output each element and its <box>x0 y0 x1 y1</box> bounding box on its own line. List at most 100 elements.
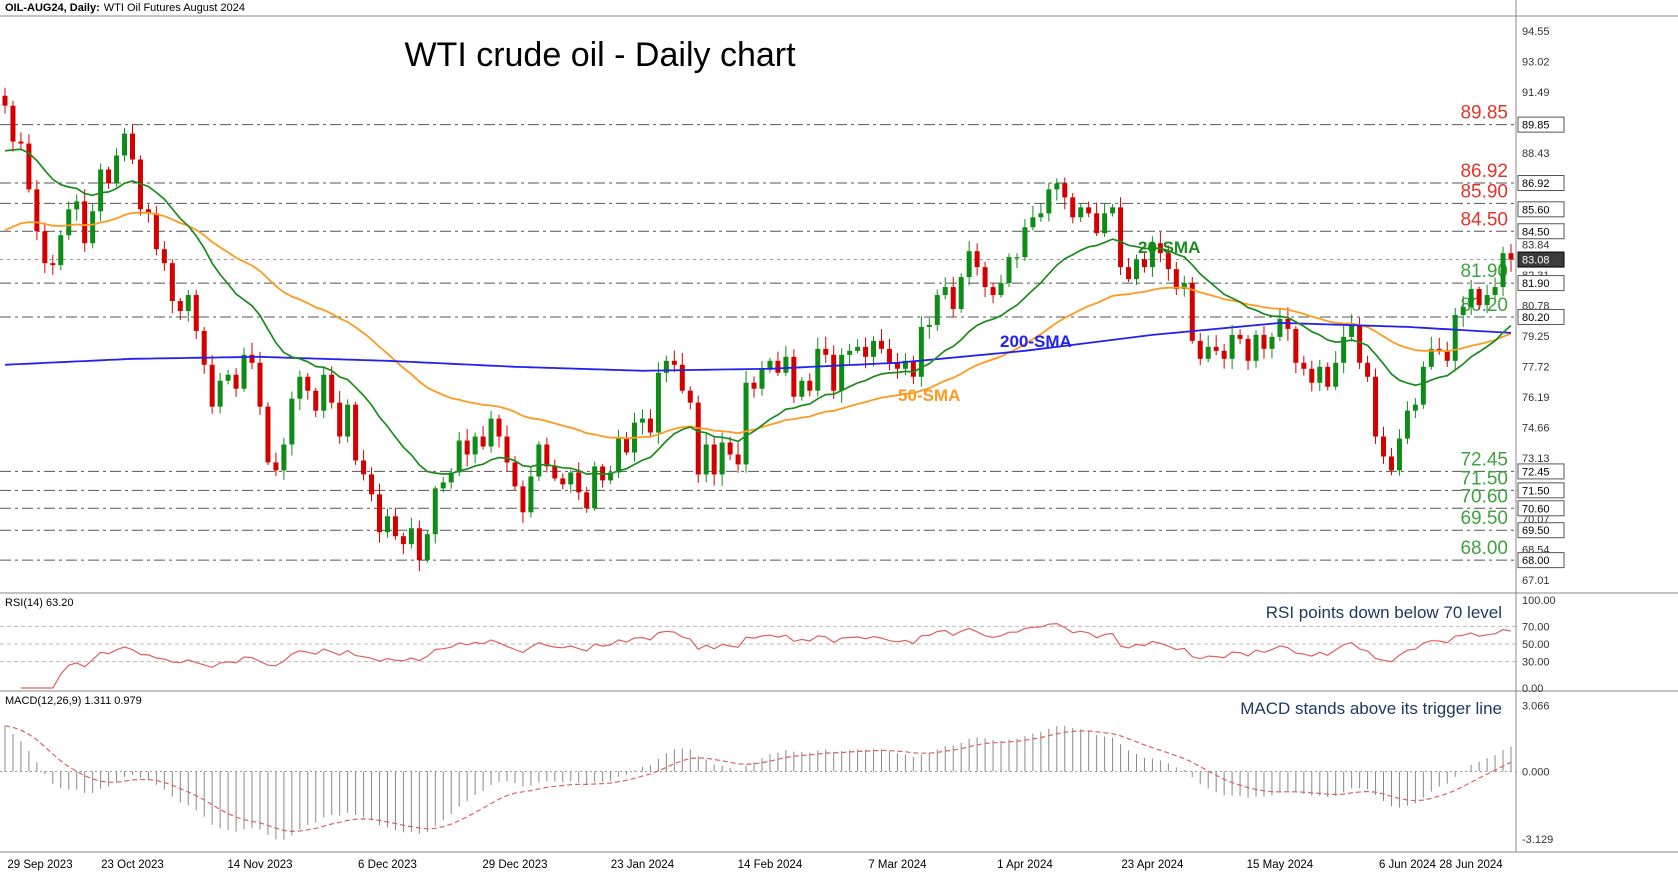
candle-body <box>129 133 135 160</box>
candle-body <box>337 402 343 437</box>
candle-body <box>679 364 685 391</box>
candle-body <box>958 277 964 309</box>
macd-tick-label: -3.129 <box>1522 834 1553 846</box>
candle-body <box>1237 334 1243 339</box>
candle-body <box>74 201 80 210</box>
candle-body <box>743 382 749 465</box>
candle-body <box>384 516 390 533</box>
rsi-panel[interactable] <box>0 622 1516 689</box>
candle-body <box>1014 257 1020 259</box>
price-box-label: 68.00 <box>1522 555 1550 567</box>
candle-body <box>1070 197 1076 218</box>
candle-body <box>1229 334 1235 359</box>
candle-body <box>576 472 582 493</box>
candle-body <box>1118 207 1124 268</box>
price-box-label: 71.50 <box>1522 485 1550 497</box>
level-price-label: 71.50 <box>1460 468 1508 489</box>
price-level-box <box>1517 308 1565 325</box>
candle-body <box>209 364 215 407</box>
candle-body <box>1428 348 1434 367</box>
chart-header: OIL-AUG24, Daily: WTI Oil Futures August … <box>5 2 245 14</box>
candle-body <box>169 263 175 302</box>
candle-body <box>910 360 916 377</box>
candle-body <box>1277 318 1283 337</box>
candle-body <box>1325 366 1331 387</box>
candle-body <box>950 287 956 309</box>
candle-body <box>145 209 151 214</box>
candle-body <box>807 380 813 391</box>
rsi-indicator-label: RSI(14) 63.20 <box>5 597 74 609</box>
candle-body <box>233 374 239 389</box>
price-tick-label: 67.01 <box>1522 575 1550 587</box>
candle-body <box>408 528 414 545</box>
symbol-period-label: OIL-AUG24, Daily: <box>5 2 100 14</box>
candle-body <box>1476 289 1482 305</box>
candle-body <box>345 404 351 437</box>
price-box-label: 69.50 <box>1522 525 1550 537</box>
rsi-annotation: RSI points down below 70 level <box>1265 603 1502 622</box>
candle-body <box>313 390 319 411</box>
candle-body <box>1094 213 1100 234</box>
price-box-label: 84.50 <box>1522 226 1550 238</box>
candle-body <box>568 472 574 485</box>
candle-body <box>871 340 877 357</box>
sma20-label: 20-SMA <box>1138 238 1201 257</box>
candle-body <box>655 372 661 433</box>
level-price-label: 68.00 <box>1460 538 1508 559</box>
candle-body <box>886 348 892 363</box>
date-label: 23 Oct 2023 <box>101 859 164 871</box>
candle-body <box>353 404 359 461</box>
candle-body <box>783 356 789 373</box>
candle-body <box>10 105 16 142</box>
candle-body <box>106 169 112 184</box>
date-label: 14 Feb 2024 <box>738 859 803 871</box>
candle-body <box>1022 227 1028 258</box>
candle-body <box>321 374 327 411</box>
candle-body <box>520 486 526 513</box>
date-label: 23 Jan 2024 <box>611 859 675 871</box>
candle-body <box>114 155 120 184</box>
price-level-box <box>1517 201 1565 218</box>
candle-body <box>1404 410 1410 439</box>
candle-body <box>671 360 677 365</box>
price-tick-label: 94.55 <box>1522 26 1550 38</box>
candle-body <box>934 295 940 325</box>
candle-body <box>448 472 454 483</box>
macd-indicator-label: MACD(12,26,9) 1.311 0.979 <box>5 695 142 707</box>
candle-body <box>839 354 845 391</box>
rsi-tick-label: 70.00 <box>1522 621 1550 633</box>
candle-body <box>552 466 558 479</box>
candle-body <box>536 444 542 477</box>
level-price-label: 85.90 <box>1460 181 1508 202</box>
candle-body <box>18 141 24 144</box>
price-level-box <box>1517 482 1565 499</box>
candle-body <box>1261 334 1267 349</box>
candle-body <box>416 528 422 561</box>
candle-body <box>161 249 167 264</box>
candle-body <box>1444 350 1450 361</box>
candle-body <box>512 462 518 487</box>
candle-body <box>1365 362 1371 377</box>
price-box-label: 89.85 <box>1522 120 1550 132</box>
price-box-label: 72.45 <box>1522 466 1550 478</box>
candle-body <box>369 474 375 495</box>
candle-body <box>902 360 908 369</box>
chart-title: WTI crude oil - Daily chart <box>404 36 796 74</box>
price-tick-label: 91.49 <box>1522 87 1550 99</box>
candle-body <box>1205 346 1211 359</box>
price-box-label: 85.60 <box>1522 204 1550 216</box>
macd-panel[interactable] <box>0 725 1516 840</box>
date-label: 1 Apr 2024 <box>997 859 1053 871</box>
candle-body <box>1309 368 1315 383</box>
candle-body <box>1381 436 1387 457</box>
macd-signal-line <box>4 725 1512 833</box>
sma200-line <box>4 321 1512 372</box>
level-price-label: 86.92 <box>1460 161 1508 182</box>
candle-body <box>504 436 510 463</box>
candle-body <box>1141 259 1147 268</box>
candle-body <box>1460 306 1466 315</box>
candle-body <box>1189 283 1195 341</box>
